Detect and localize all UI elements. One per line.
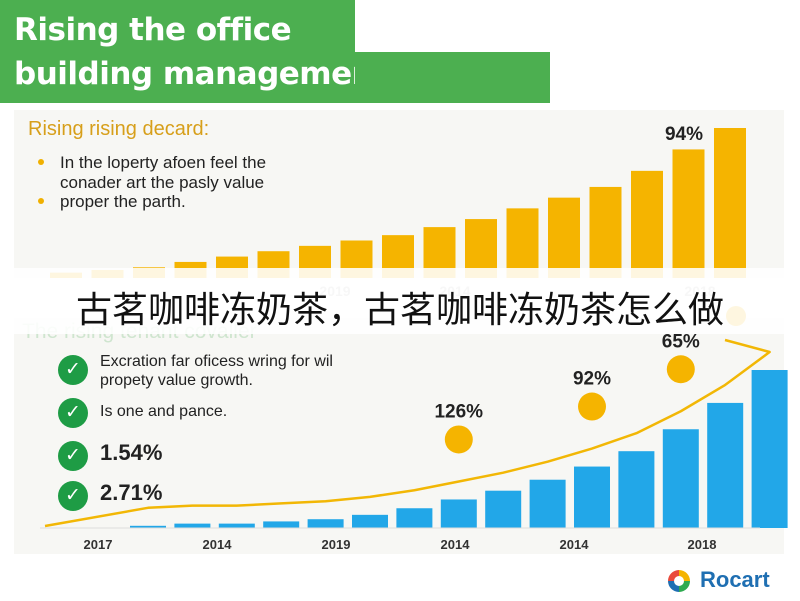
- x-tick-label: 2018: [688, 537, 717, 552]
- annotation-marker: [578, 392, 606, 421]
- data-label: 126%: [434, 401, 483, 422]
- check-icon: ✓: [58, 481, 88, 511]
- bullet-text: conader art the pasly value: [60, 173, 265, 192]
- x-tick-label: 2014: [441, 537, 471, 552]
- title-line-1: Rising the office: [14, 12, 292, 48]
- bullet-text: proper the parth.: [60, 192, 186, 211]
- chart-bar: [352, 514, 388, 528]
- logo: Rocart: [664, 566, 800, 596]
- checklist-item: ✓ 1.54%: [58, 441, 258, 471]
- bullet-dot-icon: [38, 198, 44, 204]
- data-label: 65%: [662, 331, 700, 352]
- check-icon: ✓: [58, 355, 88, 385]
- chart-bar: [662, 429, 699, 528]
- chart-bar: [174, 523, 211, 528]
- chart-bar: [440, 499, 477, 528]
- chart-bar: [618, 451, 655, 528]
- chart-bar: [218, 523, 255, 528]
- chart-bar: [548, 197, 580, 278]
- check-icon: ✓: [58, 398, 88, 428]
- x-tick-label: 2019: [322, 537, 351, 552]
- bullet-text: In the loperty afoen feel the: [60, 153, 267, 172]
- chart-bar: [130, 525, 166, 528]
- chart-bar: [396, 508, 433, 528]
- data-label: 92%: [573, 369, 611, 390]
- chart-bar: [485, 490, 522, 528]
- caption-overlay-band: [0, 268, 800, 334]
- chart-bar: [574, 466, 610, 528]
- title-banner: Rising the office building management fe…: [0, 0, 470, 103]
- x-tick-label: 2017: [84, 537, 113, 552]
- chart-bar: [263, 521, 300, 528]
- chart-bar: [506, 208, 539, 278]
- checklist-item: ✓ 2.71%: [58, 481, 258, 511]
- chart-bar: [751, 370, 788, 528]
- chart-bar: [707, 402, 744, 528]
- checklist-text: Excration far oficess wring for wil: [100, 353, 333, 370]
- trend-line: [44, 338, 771, 528]
- title-banner-extension: [355, 52, 550, 103]
- x-tick-label: 2014: [560, 537, 590, 552]
- chart-bar: [631, 170, 663, 278]
- checklist-item: ✓ Is one and pance.: [58, 398, 358, 428]
- logo-mark-icon: [668, 570, 690, 592]
- logo-text: Rocart: [700, 567, 770, 592]
- bullet-dot-icon: [38, 159, 44, 165]
- caption-overlay-text: 古茗咖啡冻奶茶，古茗咖啡冻奶茶怎么做: [75, 290, 724, 331]
- checklist-text: Is one and pance.: [100, 403, 228, 420]
- chart-bar: [714, 128, 746, 278]
- annotation-marker: [444, 425, 473, 454]
- data-label: 94%: [665, 124, 703, 145]
- checklist-text: propety value growth.: [100, 372, 253, 389]
- top-section-heading: Rising rising decard:: [28, 118, 210, 140]
- chart-bar: [589, 186, 622, 278]
- x-tick-label: 2014: [203, 537, 233, 552]
- chart-bar: [307, 519, 344, 528]
- checklist-item: ✓ Excration far oficess wring for wil pr…: [58, 353, 418, 389]
- chart-bar: [672, 149, 705, 278]
- checklist-text: 1.54%: [100, 440, 163, 465]
- chart-bar: [529, 479, 566, 528]
- annotation-marker: [666, 355, 695, 384]
- checklist-text: 2.71%: [100, 480, 163, 505]
- check-icon: ✓: [58, 441, 88, 471]
